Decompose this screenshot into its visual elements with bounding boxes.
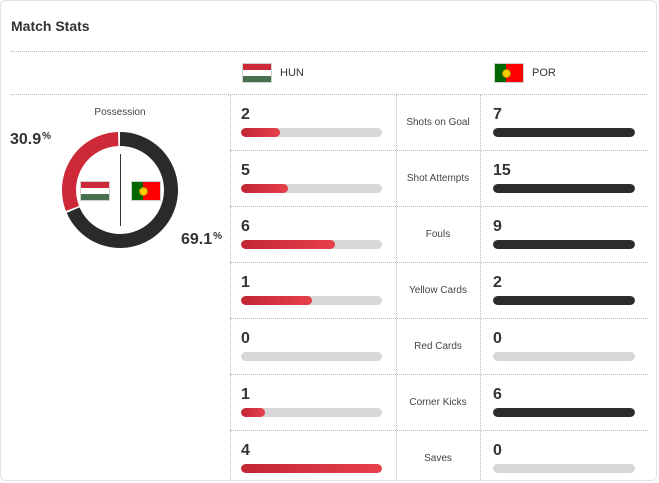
home-possession-arc bbox=[62, 132, 119, 212]
home-stat-bar-fill bbox=[241, 240, 336, 249]
home-stat-bar bbox=[241, 352, 382, 361]
hungary-flag-icon bbox=[242, 63, 272, 83]
home-stat-value: 5 bbox=[241, 162, 250, 179]
column-divider-label-right bbox=[480, 94, 481, 480]
away-stat-value: 6 bbox=[493, 386, 502, 403]
home-stat-value: 1 bbox=[241, 274, 250, 291]
away-stat-value: 15 bbox=[493, 162, 511, 179]
away-stat-bar bbox=[493, 184, 635, 193]
away-stat-value: 0 bbox=[493, 442, 502, 459]
column-divider-left bbox=[230, 94, 231, 480]
home-stat-bar-fill bbox=[241, 408, 265, 417]
possession-donut-chart bbox=[62, 132, 178, 248]
match-stats-title: Match Stats bbox=[11, 18, 90, 34]
away-stat-bar-fill bbox=[493, 296, 635, 305]
stat-label: Shots on Goal bbox=[406, 117, 470, 128]
home-stat-value: 0 bbox=[241, 330, 250, 347]
away-stat-bar bbox=[493, 408, 635, 417]
donut-hungary-flag-icon bbox=[80, 181, 110, 201]
home-stat-bar-fill bbox=[241, 184, 288, 193]
stat-row-divider bbox=[230, 206, 648, 207]
team-header-away: POR bbox=[494, 63, 556, 83]
header-divider bbox=[11, 51, 647, 52]
teams-divider bbox=[11, 94, 647, 95]
home-stat-bar bbox=[241, 128, 382, 137]
stat-row-divider bbox=[230, 262, 648, 263]
home-stat-value: 2 bbox=[241, 106, 250, 123]
away-stat-bar bbox=[493, 128, 635, 137]
column-divider-label-left bbox=[396, 94, 397, 480]
stat-label: Yellow Cards bbox=[409, 285, 467, 296]
away-stat-bar-fill bbox=[493, 408, 635, 417]
stat-label: Fouls bbox=[425, 229, 451, 240]
team-header-home: HUN bbox=[242, 63, 304, 83]
away-stat-value: 2 bbox=[493, 274, 502, 291]
home-stat-value: 4 bbox=[241, 442, 250, 459]
home-stat-bar bbox=[241, 240, 382, 249]
portugal-flag-icon bbox=[494, 63, 524, 83]
home-stat-value: 1 bbox=[241, 386, 250, 403]
away-stat-bar bbox=[493, 352, 635, 361]
away-team-code: POR bbox=[532, 67, 556, 79]
stat-row-divider bbox=[230, 374, 648, 375]
home-stat-bar bbox=[241, 464, 382, 473]
away-stat-bar bbox=[493, 464, 635, 473]
home-stat-bar-fill bbox=[241, 128, 281, 137]
stat-label: Corner Kicks bbox=[409, 397, 467, 408]
home-stat-bar bbox=[241, 296, 382, 305]
away-stat-bar bbox=[493, 296, 635, 305]
away-stat-bar-fill bbox=[493, 184, 635, 193]
stat-row-divider bbox=[230, 150, 648, 151]
possession-label: Possession bbox=[94, 107, 146, 118]
home-stat-bar bbox=[241, 184, 382, 193]
donut-portugal-flag-icon bbox=[131, 181, 161, 201]
home-team-code: HUN bbox=[280, 67, 304, 79]
possession-divider bbox=[120, 154, 121, 226]
away-stat-value: 7 bbox=[493, 106, 502, 123]
home-stat-bar-fill bbox=[241, 296, 312, 305]
home-stat-value: 6 bbox=[241, 218, 250, 235]
away-stat-value: 9 bbox=[493, 218, 502, 235]
away-stat-bar-fill bbox=[493, 128, 635, 137]
stat-label: Shot Attempts bbox=[406, 173, 470, 184]
stat-label: Saves bbox=[424, 453, 452, 464]
home-possession-percent: 30.9% bbox=[10, 131, 52, 148]
home-stat-bar-fill bbox=[241, 464, 382, 473]
stat-row-divider bbox=[230, 318, 648, 319]
away-stat-bar bbox=[493, 240, 635, 249]
away-stat-value: 0 bbox=[493, 330, 502, 347]
stat-row-divider bbox=[230, 430, 648, 431]
away-stat-bar-fill bbox=[493, 240, 635, 249]
home-stat-bar bbox=[241, 408, 382, 417]
away-possession-percent: 69.1% bbox=[181, 231, 223, 248]
stat-label: Red Cards bbox=[414, 341, 462, 352]
